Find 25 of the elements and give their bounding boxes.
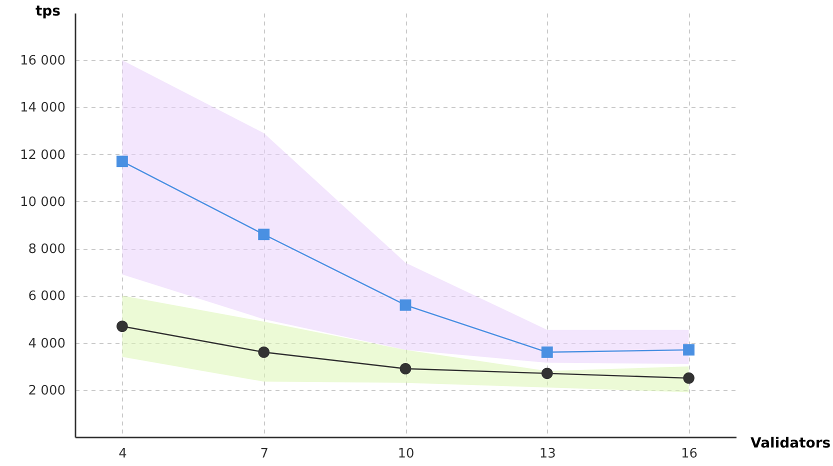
y-tick-label: 2 000 xyxy=(28,383,66,398)
x-axis-title: Validators xyxy=(750,436,831,452)
y-tick-label: 16 000 xyxy=(20,54,66,69)
point xyxy=(116,156,128,168)
point xyxy=(683,344,694,356)
y-tick-label: 4 000 xyxy=(28,336,66,352)
x-tick-label: 7 xyxy=(260,446,268,462)
x-tick-label: 10 xyxy=(398,446,414,462)
point xyxy=(258,346,270,358)
point xyxy=(400,363,412,374)
point xyxy=(683,372,694,384)
x-tick-label: 4 xyxy=(118,446,127,462)
point xyxy=(258,228,270,240)
point xyxy=(400,299,412,311)
y-tick-label: 12 000 xyxy=(20,148,66,163)
x-tick-label: 13 xyxy=(539,446,556,462)
y-tick-label: 10 000 xyxy=(20,194,66,210)
point xyxy=(541,346,553,358)
y-tick-label: 8 000 xyxy=(28,242,66,258)
y-tick-label: 6 000 xyxy=(28,289,66,304)
point xyxy=(541,368,553,380)
x-tick-label: 16 xyxy=(681,446,698,462)
y-axis-title: tps xyxy=(35,4,60,20)
y-tick-label: 14 000 xyxy=(20,100,66,116)
point xyxy=(116,320,128,332)
